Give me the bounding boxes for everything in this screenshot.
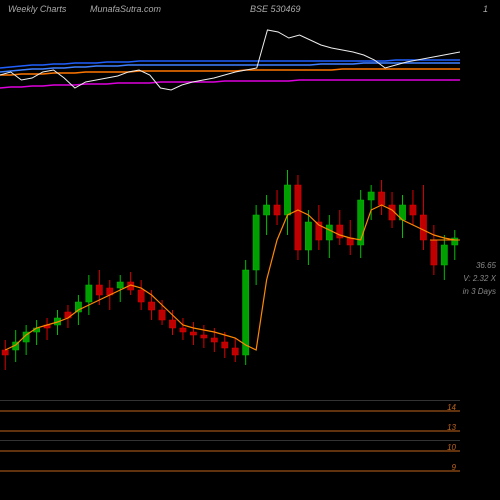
oscillator-line-2 — [0, 441, 460, 481]
chart-indicator: 1 — [483, 4, 488, 14]
oscillator-line-1 — [0, 401, 460, 441]
indicator-panel — [0, 20, 460, 110]
last-price: 36.65 — [446, 260, 496, 273]
oscillator-panel-1: 14 13 — [0, 400, 460, 440]
price-panel — [0, 110, 460, 390]
scale-label-2b: 9 — [452, 463, 456, 472]
price-info: 36.65 V: 2.32 X in 3 Days — [446, 260, 496, 298]
chart-header: Weekly Charts MunafaSutra.com BSE 530469… — [0, 4, 500, 20]
scale-label-2a: 10 — [447, 443, 456, 452]
days-line: in 3 Days — [446, 286, 496, 299]
chart-container: Weekly Charts MunafaSutra.com BSE 530469… — [0, 0, 500, 500]
indicator-lines — [0, 20, 460, 110]
volume-line: V: 2.32 X — [446, 273, 496, 286]
scale-label-1b: 13 — [447, 423, 456, 432]
chart-title: Weekly Charts — [8, 4, 66, 14]
chart-source: MunafaSutra.com — [90, 4, 161, 14]
candlestick-chart — [0, 110, 460, 390]
scale-label-1a: 14 — [447, 403, 456, 412]
oscillator-panel-2: 10 9 — [0, 440, 460, 480]
chart-symbol: BSE 530469 — [250, 4, 301, 14]
